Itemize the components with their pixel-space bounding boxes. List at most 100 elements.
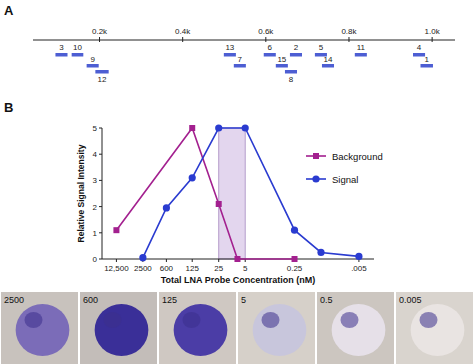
embryo xyxy=(253,304,307,356)
photo-label: 125 xyxy=(162,295,177,305)
legend-label: Background xyxy=(332,151,383,162)
embryo-head xyxy=(25,312,43,328)
tick-label: .005 xyxy=(351,264,367,273)
y-axis-label: Relative Signal Intensity xyxy=(76,144,86,242)
tick xyxy=(99,128,102,129)
panel-label: A xyxy=(4,3,14,18)
tick-label: 0.8k xyxy=(341,27,357,36)
probe-bar xyxy=(276,64,288,68)
data-point xyxy=(163,204,170,211)
data-point xyxy=(216,201,222,207)
embryo-head xyxy=(183,312,201,328)
probe-label: 3 xyxy=(59,43,64,52)
probe-label: 4 xyxy=(417,43,422,52)
photo xyxy=(1,292,78,364)
probe-bar xyxy=(413,53,425,57)
tick xyxy=(99,232,102,233)
data-point xyxy=(355,253,362,260)
photo xyxy=(396,292,473,364)
data-point xyxy=(317,249,324,256)
tick-label: 5 xyxy=(93,124,98,133)
embryo-head xyxy=(341,312,359,328)
tick xyxy=(348,37,349,42)
highlight-region xyxy=(219,128,245,259)
embryo-head xyxy=(104,312,122,328)
probe-bar xyxy=(355,53,367,57)
embryo xyxy=(95,304,149,356)
probe-label: 11 xyxy=(357,43,366,52)
photo xyxy=(317,292,394,364)
tick-label: 600 xyxy=(160,264,174,273)
probe-label: 15 xyxy=(277,55,286,64)
photo xyxy=(238,292,315,364)
embryo xyxy=(16,304,70,356)
tick-label: 25 xyxy=(214,264,223,273)
embryo xyxy=(411,304,465,356)
photo-label: 5 xyxy=(241,295,246,305)
tick xyxy=(432,37,433,42)
probe-bar xyxy=(420,64,432,68)
tick-label: 4 xyxy=(93,150,98,159)
axis-line xyxy=(33,40,455,41)
tick-label: 2500 xyxy=(134,264,152,273)
legend-marker xyxy=(312,175,319,182)
tick xyxy=(265,37,266,42)
probe-label: 13 xyxy=(225,43,234,52)
probe-label: 2 xyxy=(294,43,299,52)
tick-label: 2 xyxy=(93,203,98,212)
tick-label: 0.6k xyxy=(258,27,274,36)
probe-label: 9 xyxy=(90,55,95,64)
probe-label: 14 xyxy=(324,55,333,64)
photo-label: 2500 xyxy=(4,295,24,305)
tick xyxy=(99,37,100,42)
data-point xyxy=(189,174,196,181)
data-point xyxy=(234,256,240,262)
figure: A0.2k0.4k0.6k0.8k1.0k3109121376152851411… xyxy=(0,0,474,364)
tick xyxy=(166,259,167,262)
tick xyxy=(99,206,102,207)
tick-label: 0.2k xyxy=(92,27,108,36)
tick-label: 0.25 xyxy=(287,264,303,273)
data-point xyxy=(242,124,249,131)
tick xyxy=(218,259,219,262)
probe-bar xyxy=(322,64,334,68)
tick xyxy=(192,259,193,262)
tick-label: 0.4k xyxy=(175,27,191,36)
tick-label: 3 xyxy=(93,176,98,185)
probe-label: 7 xyxy=(238,55,243,64)
tick xyxy=(99,154,102,155)
embryo-head xyxy=(262,312,280,328)
x-axis-label: Total LNA Probe Concentration (nM) xyxy=(161,275,316,285)
tick xyxy=(182,37,183,42)
probe-bar xyxy=(95,70,108,74)
photo xyxy=(80,292,157,364)
tick xyxy=(116,259,117,262)
tick-label: 12,500 xyxy=(104,264,129,273)
photo-label: 0.005 xyxy=(399,295,422,305)
series-line xyxy=(116,128,294,259)
probe-label: 1 xyxy=(425,55,430,64)
data-point xyxy=(189,125,195,131)
tick-label: 125 xyxy=(186,264,200,273)
data-point xyxy=(292,256,298,262)
embryo xyxy=(174,304,228,356)
probe-label: 10 xyxy=(73,43,82,52)
photo xyxy=(159,292,236,364)
panel-label: B xyxy=(4,100,13,115)
plot-area xyxy=(113,124,362,262)
probe-bar xyxy=(264,53,276,57)
data-point xyxy=(291,227,298,234)
probe-bar xyxy=(285,70,297,74)
probe-label: 5 xyxy=(319,43,324,52)
probe-bar xyxy=(55,53,67,57)
y-axis xyxy=(102,128,103,259)
photo-label: 600 xyxy=(83,295,98,305)
probe-bar xyxy=(290,53,302,57)
probe-label: 8 xyxy=(289,75,294,84)
tick-label: 5 xyxy=(243,264,248,273)
data-point xyxy=(113,227,119,233)
legend-marker xyxy=(313,153,319,159)
probe-bar xyxy=(72,53,84,57)
probe-bar xyxy=(234,64,246,68)
probe-bar xyxy=(87,64,99,68)
